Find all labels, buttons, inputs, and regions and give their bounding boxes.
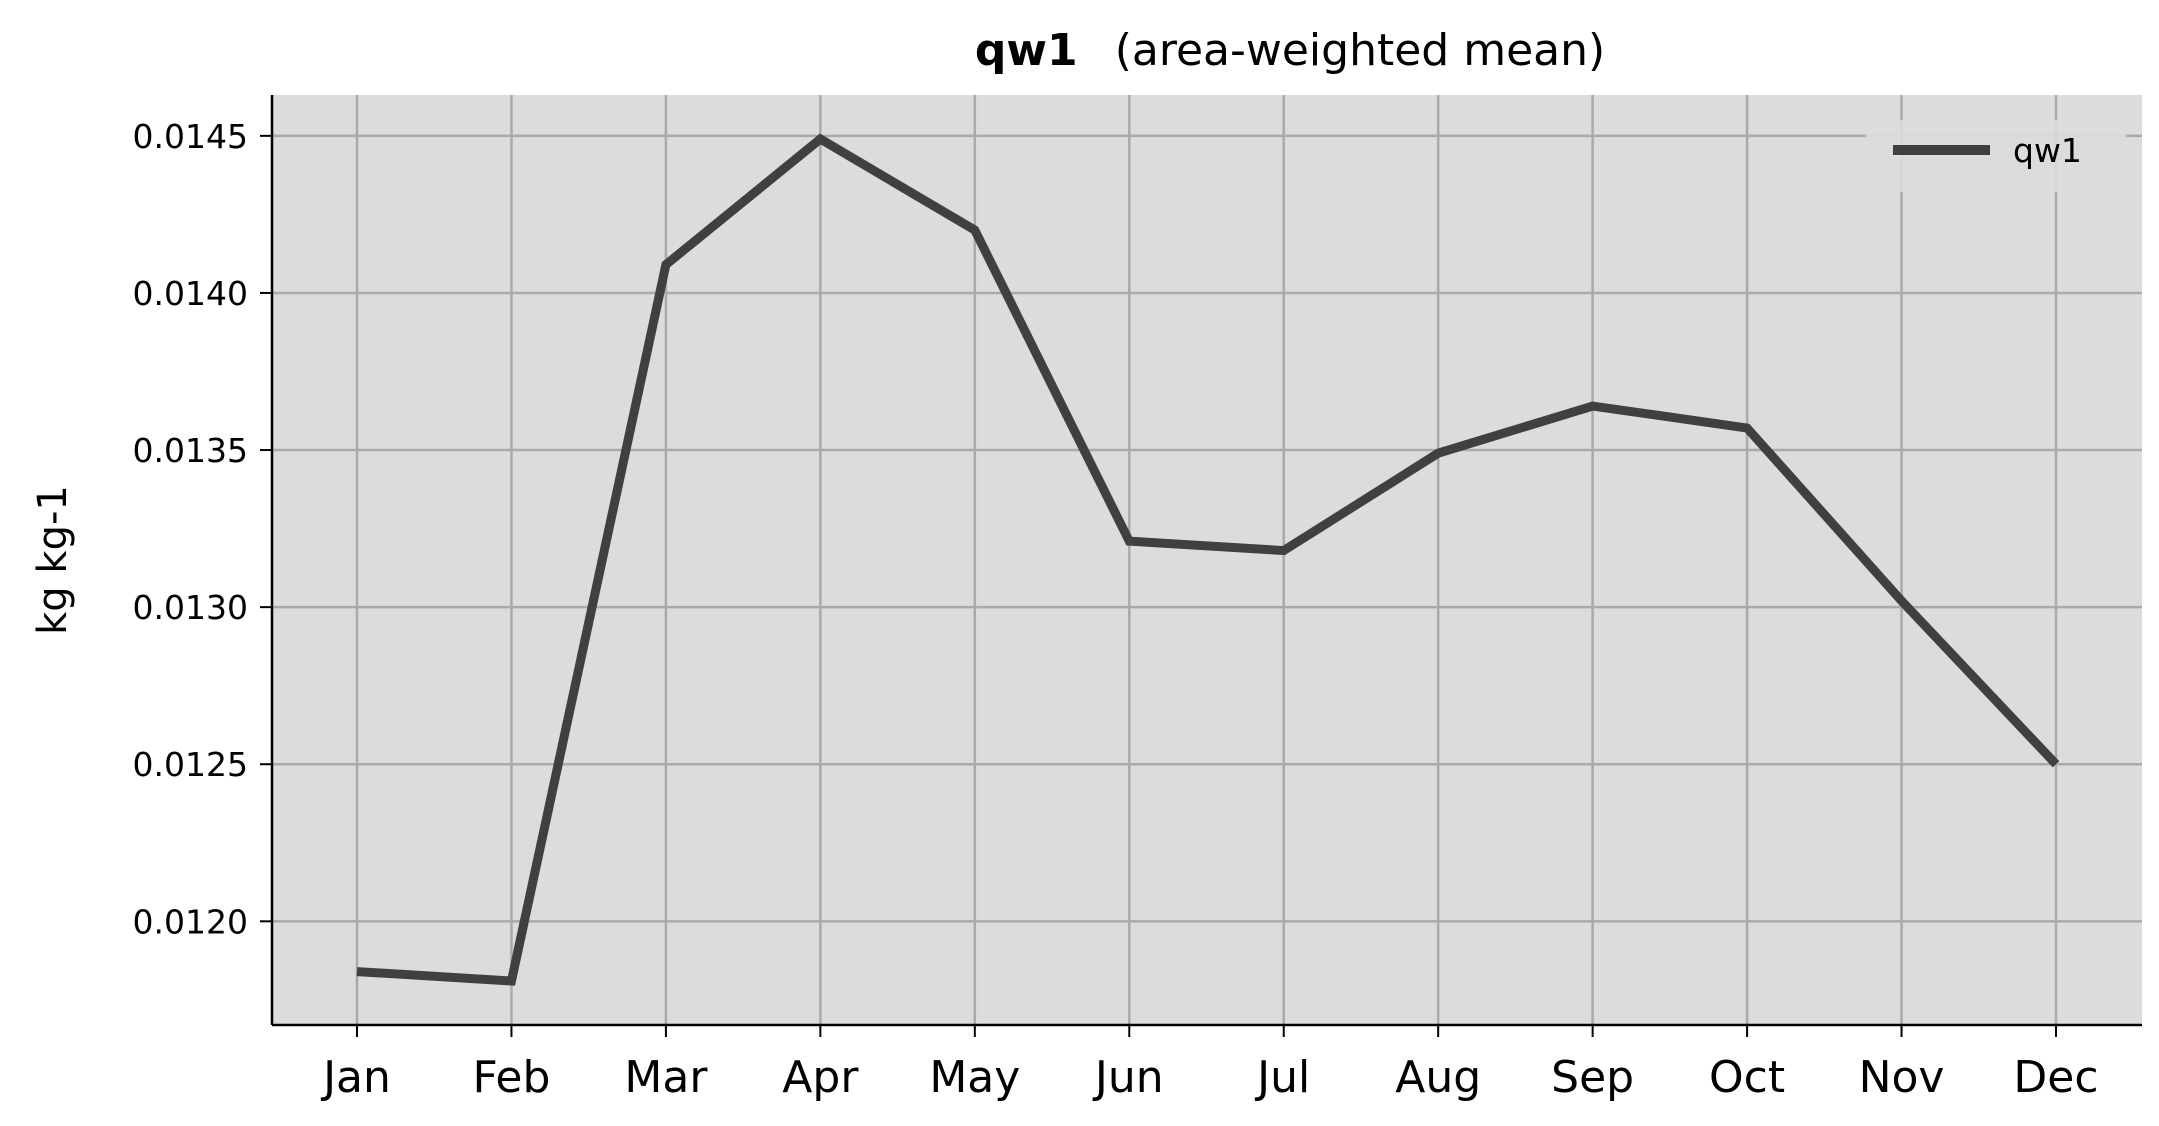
y-axis-label: kg kg-1 [30,485,76,635]
y-tick-label: 0.0140 [133,274,248,313]
x-tick-label: Sep [1551,1052,1634,1103]
y-tick-label: 0.0145 [133,117,248,156]
y-tick-label: 0.0135 [133,431,248,470]
chart-title-main: qw1 [975,25,1078,76]
x-tick-label: Jun [1092,1052,1164,1103]
legend: qw1 [1866,120,2126,192]
tick-labels: Jan Feb Mar Apr May Jun Jul Aug Sep Oct Nov Dec 0.01… [133,117,2099,1103]
y-tick-label: 0.0130 [133,588,248,627]
x-tick-label: Mar [624,1052,708,1103]
x-tick-label: Jul [1254,1052,1310,1103]
chart-title-subtitle: (area-weighted mean) [1115,25,1605,76]
series-lines [356,133,2060,986]
legend-box [1866,120,2126,192]
x-tick-label: May [929,1052,1020,1103]
plot-area [272,95,2142,1025]
x-tick-label: Nov [1859,1052,1945,1103]
series-line-qw1 [356,133,2060,986]
x-tick-label: Jan [320,1052,391,1103]
axes [270,95,2142,1027]
x-tick-label: Oct [1709,1052,1785,1103]
y-tick-label: 0.0120 [133,902,248,941]
x-tick-label: Apr [782,1052,859,1103]
grid [272,95,2142,1025]
x-tick-label: Aug [1395,1052,1481,1103]
chart-title: qw1 (area-weighted mean) [975,25,1605,76]
x-tick-label: Dec [2013,1052,2098,1103]
y-tick-label: 0.0125 [133,745,248,784]
legend-label: qw1 [2013,131,2082,170]
x-tick-label: Feb [473,1052,551,1103]
